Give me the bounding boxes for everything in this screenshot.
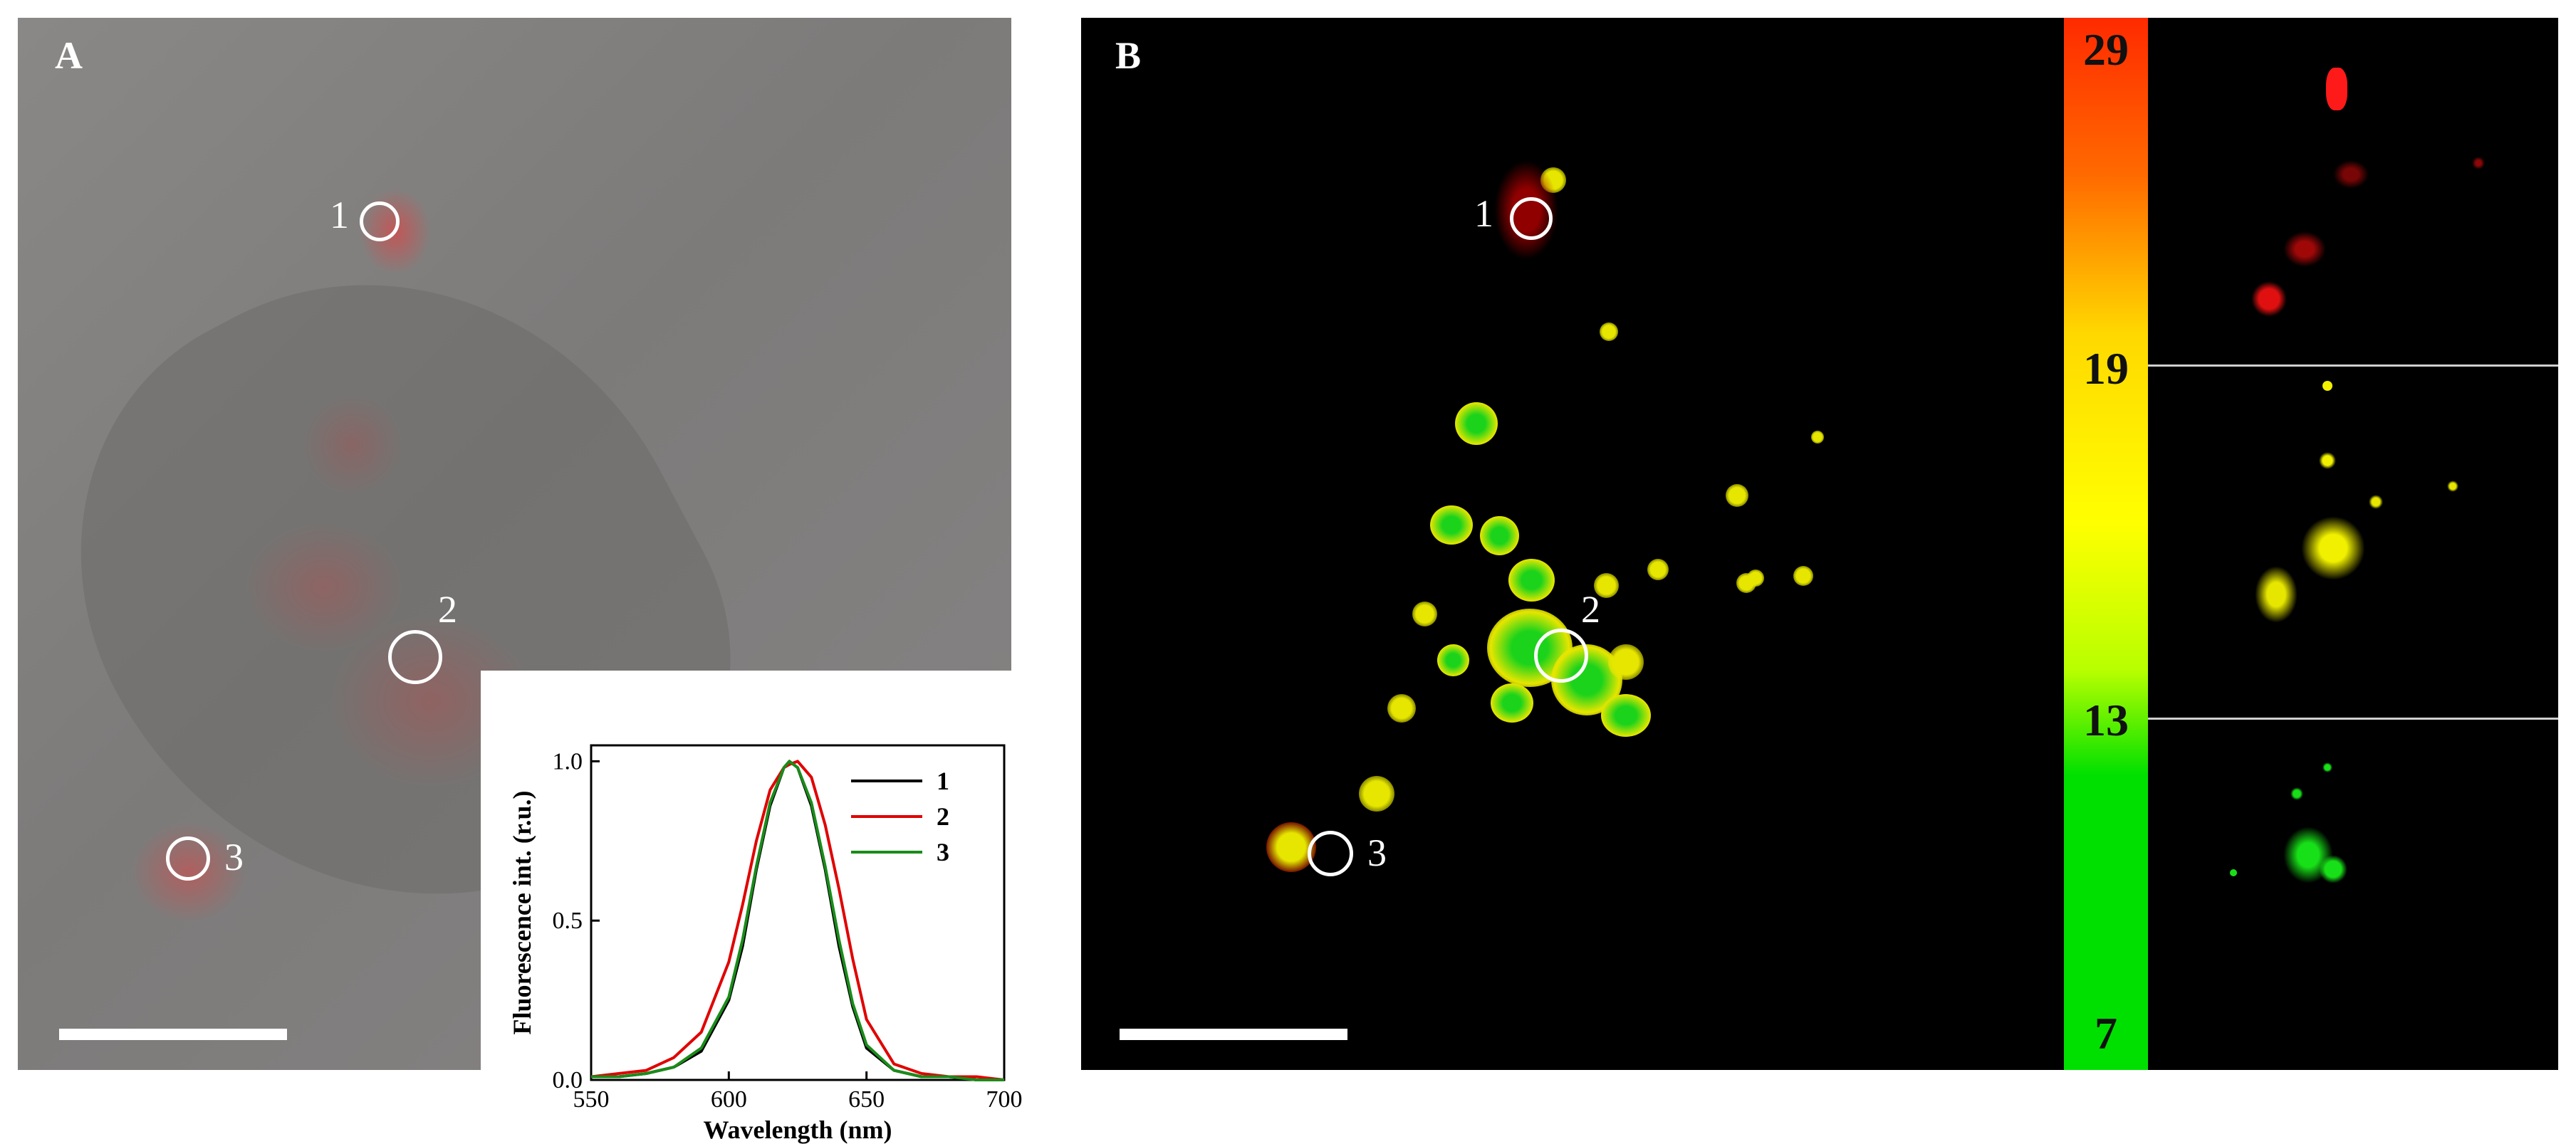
blob [1480,516,1519,555]
roi-circle-3 [1308,831,1353,876]
legend-label-1: 1 [937,767,949,795]
spectrum-inset: 550 600 650 700 0.0 0.5 1.0 Wavelength (nm) Fluo… [481,671,1029,1144]
green-channel-spots [2148,720,2558,1070]
spot [2326,68,2347,110]
spot [2251,281,2287,317]
spot [2447,481,2458,492]
spectrum-chart: 550 600 650 700 0.0 0.5 1.0 Wavelength (nm) Fluo… [508,744,1023,1144]
channel-split-panels [2148,18,2558,1070]
blob [1811,431,1824,444]
roi-label-1: 1 [330,194,349,236]
blob [1647,559,1669,580]
plot-frame [590,744,1006,1081]
blob [1508,559,1555,602]
blob [1747,570,1764,587]
blob [1491,683,1533,723]
spot [2230,869,2237,876]
spot [2322,381,2332,391]
y-tick-label: 1.0 [553,748,583,775]
roi-label-2: 2 [438,588,457,631]
y-tick-label: 0.0 [553,1067,583,1093]
colorbar-label-29: 29 [2083,24,2129,75]
spot [2319,855,2347,883]
scale-bar-a [59,1029,287,1040]
roi-label-3: 3 [224,836,244,878]
blob [1359,776,1394,812]
spot [2301,516,2365,580]
colorbar-label-13: 13 [2083,695,2129,745]
x-axis-label: Wavelength (nm) [704,1116,892,1144]
panel-a-letter: A [55,34,83,77]
blob [1793,566,1813,586]
x-tick-label: 650 [848,1086,885,1113]
roi-circle-3 [166,836,210,881]
blob [1601,694,1651,737]
roi-circle-2 [1534,629,1588,683]
spot [2472,157,2485,169]
legend-label-3: 3 [937,838,949,866]
yellow-channel-spots [2148,367,2558,718]
x-tick-label: 700 [986,1086,1023,1113]
spot [2290,787,2303,800]
roi-circle-2 [388,630,442,684]
y-axis-label: Fluorescence int. (r.u.) [508,791,536,1035]
y-tick-label: 0.5 [553,908,583,934]
roi-circle-1 [1510,197,1553,240]
roi-label-3: 3 [1367,831,1387,874]
lifetime-colorbar: 29 19 13 7 [2064,18,2148,1070]
red-channel-spots [2148,18,2558,364]
channel-separator [2148,364,2558,367]
spot [2255,566,2298,623]
roi-label-1: 1 [1474,192,1493,235]
blob [1430,505,1473,545]
blob [1600,322,1618,341]
spot [2333,160,2369,189]
legend-label-2: 2 [937,802,949,831]
blob [1387,694,1416,723]
panel-b-letter: B [1115,34,1142,77]
panel-b-lifetime-map: B 1 2 3 [1081,18,2064,1070]
x-tick-label: 600 [711,1086,747,1113]
spot [2319,452,2336,469]
blob [1412,602,1437,626]
spot [2283,231,2326,267]
x-tick-label: 550 [573,1086,610,1113]
spot [2369,495,2383,509]
colorbar-label-7: 7 [2095,1008,2117,1059]
blob [1726,484,1748,507]
blob [1608,644,1644,680]
spot [2322,762,2332,772]
roi-circle-1 [360,201,400,241]
roi-label-2: 2 [1581,588,1600,631]
series-line-3 [591,760,1004,1081]
colorbar-label-19: 19 [2083,343,2129,394]
blob [1594,573,1619,598]
blob [1455,402,1498,445]
blob [1437,644,1469,676]
channel-separator [2148,718,2558,720]
scale-bar-b [1120,1029,1347,1040]
